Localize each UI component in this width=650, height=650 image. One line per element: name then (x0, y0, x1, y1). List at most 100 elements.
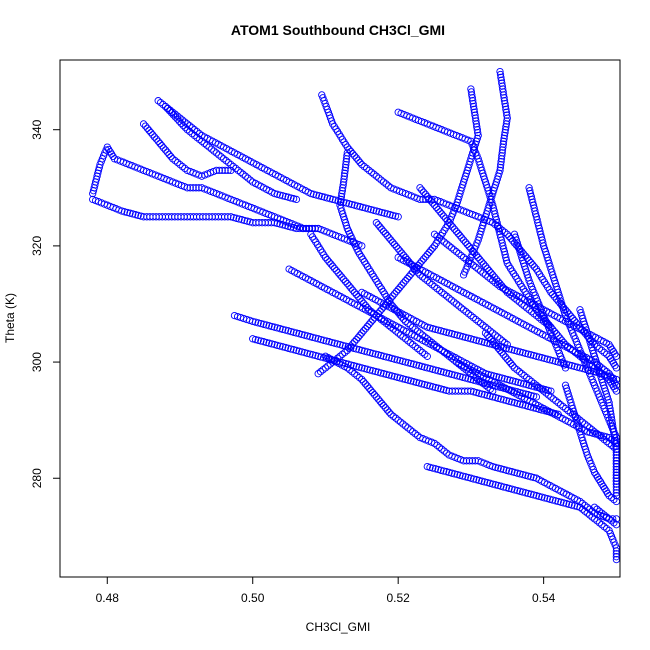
x-tick-label: 0.52 (387, 591, 411, 605)
data-point (365, 320, 373, 328)
data-point (340, 175, 348, 183)
data-point (425, 195, 433, 203)
data-point (523, 254, 531, 262)
data-point (181, 118, 189, 126)
data-point (485, 333, 493, 342)
data-point (586, 424, 594, 432)
data-point (505, 484, 513, 493)
data-point (507, 359, 515, 368)
data-point (341, 169, 349, 177)
data-point (445, 329, 453, 337)
data-point (524, 350, 532, 358)
data-point (578, 499, 587, 508)
data-point (478, 477, 486, 485)
data-point (564, 406, 572, 415)
data-point (363, 348, 371, 356)
data-point (467, 311, 475, 320)
data-point (382, 319, 390, 327)
data-point (163, 148, 171, 156)
data-point (341, 163, 350, 172)
data-point (464, 334, 472, 342)
y-axis-label: Theta (K) (3, 293, 17, 343)
data-point (478, 390, 486, 398)
data-point (292, 195, 301, 204)
data-point (516, 400, 524, 408)
data-point (401, 253, 410, 262)
data-point (377, 369, 385, 377)
data-point (559, 402, 567, 411)
data-point (358, 329, 366, 337)
data-point (497, 395, 505, 403)
data-point (251, 335, 260, 344)
data-point (129, 210, 137, 218)
data-point (339, 341, 347, 350)
data-point (407, 260, 415, 268)
data-point (442, 386, 451, 395)
data-point (418, 186, 426, 194)
data-point (581, 507, 589, 515)
data-point (382, 353, 391, 361)
data-point (473, 126, 481, 134)
data-point (350, 152, 359, 160)
data-point (458, 234, 466, 242)
data-point (393, 356, 401, 364)
data-point (235, 215, 243, 223)
data-point (439, 212, 448, 220)
data-point (363, 303, 371, 312)
data-point (497, 76, 506, 84)
data-point (401, 335, 410, 343)
data-point (598, 346, 606, 355)
data-point (372, 311, 381, 320)
data-point (605, 399, 613, 407)
data-point (270, 323, 279, 331)
data-point (598, 509, 606, 517)
data-point (390, 290, 399, 298)
data-point (309, 190, 318, 198)
data-point (203, 141, 211, 149)
data-point (416, 184, 424, 192)
data-point (345, 282, 353, 290)
data-point (496, 335, 504, 343)
data-point (270, 189, 279, 198)
data-point (347, 147, 355, 156)
data-point (409, 360, 418, 368)
data-point (465, 242, 473, 251)
data-point (386, 211, 394, 219)
data-point (371, 350, 380, 358)
data-point (279, 343, 287, 351)
data-point (464, 387, 472, 395)
data-point (359, 299, 368, 307)
data-point (429, 383, 437, 391)
data-point (489, 271, 497, 279)
data-point (418, 257, 426, 265)
data-point (150, 133, 159, 141)
data-point (343, 279, 351, 288)
data-point (158, 142, 166, 150)
data-point (399, 315, 408, 323)
data-point (544, 391, 553, 399)
data-point (513, 399, 521, 408)
data-point (379, 227, 388, 236)
data-point (498, 282, 506, 290)
data-point (227, 166, 235, 175)
data-point (365, 166, 373, 175)
data-point (421, 253, 430, 261)
data-point (502, 123, 510, 131)
data-point (345, 145, 353, 153)
data-point (188, 129, 196, 138)
data-point (405, 272, 413, 281)
data-point (404, 337, 412, 345)
data-point (506, 290, 514, 298)
data-point (556, 401, 565, 409)
data-point (427, 197, 435, 205)
data-point (316, 368, 325, 376)
data-point (475, 378, 483, 386)
data-point (356, 295, 364, 303)
data-point (603, 350, 611, 358)
data-point (375, 313, 383, 322)
data-point (426, 279, 434, 287)
data-point (156, 139, 164, 148)
data-point (612, 364, 621, 372)
y-tick-label: 300 (30, 352, 44, 372)
